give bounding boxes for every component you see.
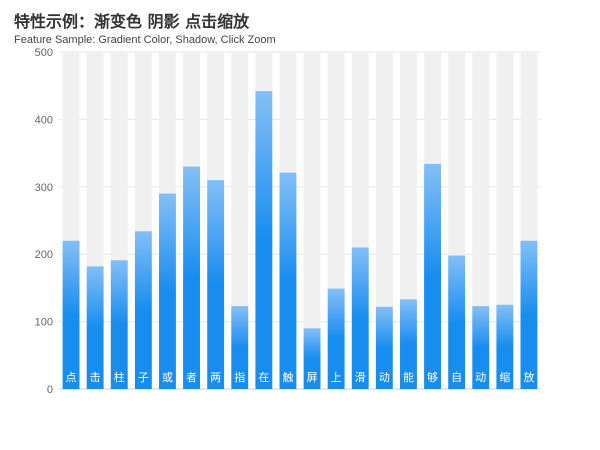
bar-18[interactable]	[496, 304, 514, 389]
bar-9[interactable]	[279, 172, 297, 389]
bar-category-label: 动	[379, 371, 390, 384]
shadow-bar	[375, 52, 393, 389]
bar-category-label: 击	[90, 371, 101, 384]
shadow-bar	[303, 52, 321, 389]
bar-category-label: 柱	[114, 370, 125, 384]
bar-7[interactable]	[231, 306, 249, 389]
bar-category-label: 子	[138, 371, 149, 384]
bar-14[interactable]	[400, 299, 417, 389]
bar-19[interactable]	[520, 240, 538, 389]
bar-category-label: 缩	[499, 371, 510, 384]
y-tick-label: 100	[35, 317, 53, 329]
y-tick-label: 200	[35, 249, 53, 261]
shadow-bar	[231, 52, 249, 389]
bar-category-label: 者	[186, 371, 197, 384]
chart-subtitle: Feature Sample: Gradient Color, Shadow, …	[14, 34, 276, 46]
bar-category-label: 滑	[355, 371, 366, 384]
data-bars[interactable]	[62, 91, 538, 389]
bar-category-label: 两	[210, 371, 221, 384]
bar-10[interactable]	[303, 328, 321, 389]
bar-category-label: 自	[451, 371, 462, 384]
bar-category-label: 或	[162, 371, 173, 384]
bar-category-label: 触	[282, 370, 293, 384]
bar-6[interactable]	[207, 180, 225, 389]
bar-category-label: 能	[403, 370, 414, 384]
bar-16[interactable]	[448, 255, 466, 389]
bar-5[interactable]	[183, 166, 200, 389]
grid-lines	[59, 51, 541, 390]
bar-2[interactable]	[110, 260, 128, 389]
bar-12[interactable]	[351, 247, 369, 389]
bar-category-label: 屏	[307, 371, 318, 384]
bar-8[interactable]	[255, 91, 273, 389]
bar-category-label: 指	[234, 370, 245, 384]
shadow-bar	[472, 52, 490, 389]
bar-category-label: 够	[427, 371, 438, 384]
chart-title: 特性示例：渐变色 阴影 点击缩放	[14, 12, 250, 31]
bar-15[interactable]	[424, 163, 441, 389]
bar-13[interactable]	[375, 306, 393, 389]
y-tick-label: 500	[35, 47, 53, 59]
bar-category-label: 在	[258, 371, 269, 384]
shadow-bars	[62, 52, 538, 389]
bar-labels: 点击柱子或者两指在触屏上滑动能够自动缩放	[66, 370, 535, 384]
y-tick-label: 300	[35, 182, 53, 194]
bar-category-label: 点	[66, 371, 77, 384]
bar-4[interactable]	[159, 193, 176, 389]
bar-3[interactable]	[134, 231, 152, 389]
y-axis: 0 100 200 300 400 500	[35, 47, 53, 396]
bar-17[interactable]	[472, 306, 490, 389]
bar-1[interactable]	[86, 266, 104, 389]
bar-category-label: 放	[523, 370, 534, 384]
y-tick-label: 400	[35, 114, 53, 126]
bar-category-label: 动	[475, 371, 486, 384]
bar-0[interactable]	[62, 240, 80, 389]
bar-category-label: 上	[331, 371, 342, 384]
y-tick-label: 0	[47, 384, 53, 396]
bar-11[interactable]	[327, 288, 345, 389]
